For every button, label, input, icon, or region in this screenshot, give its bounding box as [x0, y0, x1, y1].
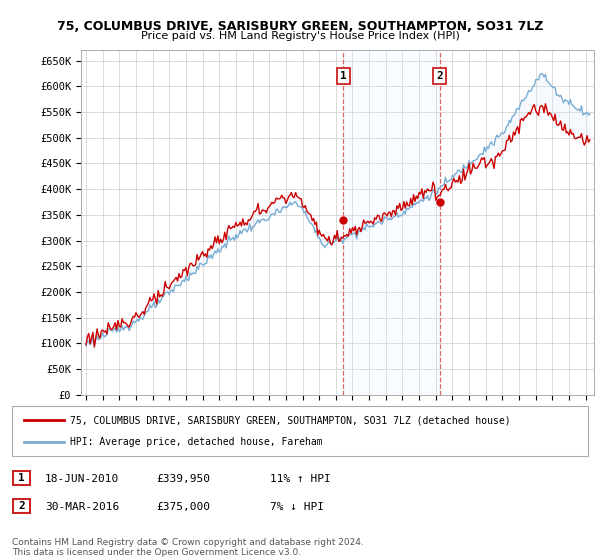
Text: Price paid vs. HM Land Registry's House Price Index (HPI): Price paid vs. HM Land Registry's House … — [140, 31, 460, 41]
FancyBboxPatch shape — [13, 470, 30, 485]
Text: 75, COLUMBUS DRIVE, SARISBURY GREEN, SOUTHAMPTON, SO31 7LZ (detached house): 75, COLUMBUS DRIVE, SARISBURY GREEN, SOU… — [70, 415, 510, 425]
Text: 2: 2 — [436, 71, 443, 81]
Text: £375,000: £375,000 — [156, 502, 210, 512]
Text: 18-JUN-2010: 18-JUN-2010 — [45, 474, 119, 484]
Text: 1: 1 — [340, 71, 347, 81]
Text: 75, COLUMBUS DRIVE, SARISBURY GREEN, SOUTHAMPTON, SO31 7LZ: 75, COLUMBUS DRIVE, SARISBURY GREEN, SOU… — [57, 20, 543, 32]
Text: HPI: Average price, detached house, Fareham: HPI: Average price, detached house, Fare… — [70, 437, 322, 447]
Text: 2: 2 — [18, 501, 25, 511]
Text: £339,950: £339,950 — [156, 474, 210, 484]
FancyBboxPatch shape — [13, 498, 30, 513]
Text: 30-MAR-2016: 30-MAR-2016 — [45, 502, 119, 512]
Text: Contains HM Land Registry data © Crown copyright and database right 2024.
This d: Contains HM Land Registry data © Crown c… — [12, 538, 364, 557]
Text: 1: 1 — [18, 473, 25, 483]
Bar — [343, 50, 440, 395]
FancyBboxPatch shape — [12, 406, 588, 456]
Text: 7% ↓ HPI: 7% ↓ HPI — [270, 502, 324, 512]
Text: 11% ↑ HPI: 11% ↑ HPI — [270, 474, 331, 484]
